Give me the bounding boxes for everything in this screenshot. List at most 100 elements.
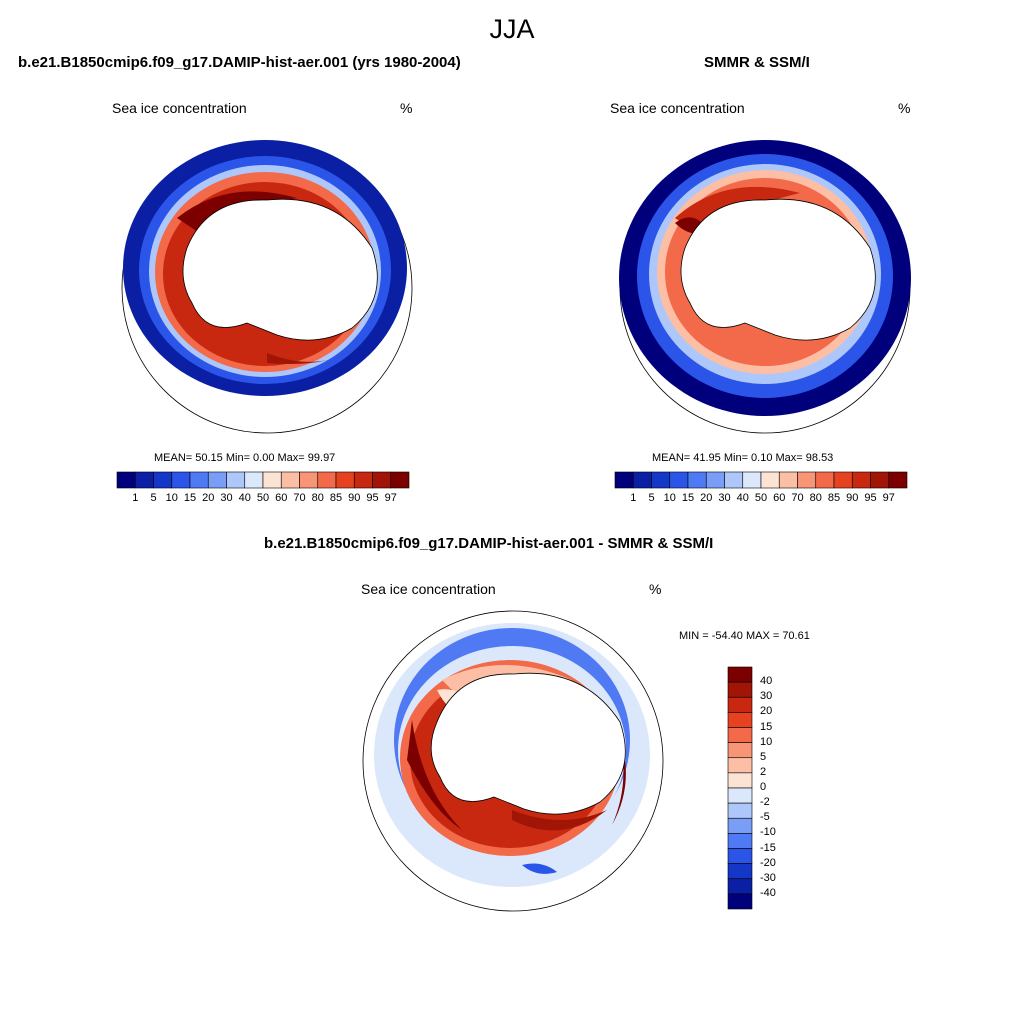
obs-colorbar	[614, 471, 908, 489]
diff-panel-title: b.e21.B1850cmip6.f09_g17.DAMIP-hist-aer.…	[264, 535, 714, 552]
colorbar-tick-label: -15	[760, 841, 776, 854]
diff-field-label: Sea ice concentration	[361, 581, 496, 597]
colorbar-swatch	[317, 471, 337, 489]
model-antarctica-land	[182, 198, 378, 341]
colorbar-swatch	[727, 666, 753, 683]
colorbar-tick-label: 70	[293, 492, 306, 504]
colorbar-tick-label: 60	[773, 492, 786, 504]
colorbar-tick-label: 5	[648, 492, 655, 504]
colorbar-tick-label: 0	[760, 781, 767, 793]
colorbar-swatch	[727, 833, 753, 849]
colorbar-tick-label: -30	[760, 871, 776, 884]
obs-field-label: Sea ice concentration	[610, 100, 745, 116]
colorbar-tick-label: 20	[700, 492, 713, 504]
colorbar-swatch	[727, 878, 753, 895]
figure-title: JJA	[489, 14, 535, 44]
colorbar-swatch	[727, 787, 753, 804]
obs-units-label: %	[898, 100, 911, 116]
diff-antarctica-land	[430, 672, 626, 815]
colorbar-tick-label: 90	[348, 492, 361, 504]
obs-stats: MEAN= 41.95 Min= 0.10 Max= 98.53	[652, 452, 834, 464]
model-units-label: %	[400, 100, 413, 116]
colorbar-tick-label: 85	[329, 492, 343, 504]
colorbar-swatch	[727, 696, 753, 713]
colorbar-tick-label: -40	[760, 886, 776, 899]
colorbar-swatch	[153, 471, 173, 489]
model-stats: MEAN= 50.15 Min= 0.00 Max= 99.97	[154, 452, 336, 464]
colorbar-tick-label: 90	[846, 492, 859, 504]
colorbar-tick-label: 20	[760, 705, 773, 718]
obs-panel-title: SMMR & SSM/I	[704, 54, 810, 71]
colorbar-tick-label: 10	[165, 492, 178, 504]
colorbar-tick-label: 50	[754, 492, 768, 504]
colorbar-swatch	[727, 772, 753, 789]
colorbar-swatch	[727, 802, 753, 819]
colorbar-swatch	[797, 471, 817, 489]
colorbar-swatch	[280, 471, 300, 489]
colorbar-swatch	[727, 848, 753, 864]
colorbar-swatch	[207, 471, 227, 489]
colorbar-tick-label: 5	[150, 492, 157, 504]
obs-polar-map	[619, 140, 911, 434]
colorbar-tick-label: 85	[827, 492, 841, 504]
colorbar-swatch	[651, 471, 671, 489]
colorbar-swatch	[742, 471, 762, 489]
colorbar-tick-label: 80	[809, 492, 822, 504]
colorbar-swatch	[727, 863, 753, 880]
colorbar-swatch	[632, 471, 652, 489]
colorbar-tick-label: 15	[681, 492, 695, 504]
colorbar-tick-label: 97	[384, 492, 397, 504]
colorbar-swatch	[727, 757, 753, 774]
colorbar-swatch	[778, 471, 798, 489]
colorbar-tick-label: 10	[760, 735, 773, 748]
colorbar-swatch	[727, 817, 753, 834]
colorbar-swatch	[244, 471, 264, 489]
colorbar-swatch	[833, 471, 853, 489]
colorbar-swatch	[116, 471, 136, 489]
colorbar-swatch	[724, 471, 744, 489]
colorbar-tick-label: 97	[882, 492, 895, 504]
colorbar-tick-label: -10	[760, 826, 776, 839]
colorbar-swatch	[888, 471, 908, 489]
model-colorbar	[116, 471, 410, 489]
model-panel-title: b.e21.B1850cmip6.f09_g17.DAMIP-hist-aer.…	[18, 54, 461, 71]
colorbar-swatch	[705, 471, 725, 489]
colorbar-tick-label: -2	[760, 796, 770, 809]
colorbar-tick-label: 15	[183, 492, 197, 504]
colorbar-tick-label: -20	[760, 856, 776, 869]
colorbar-swatch	[299, 471, 319, 489]
colorbar-tick-label: 1	[132, 492, 139, 504]
colorbar-tick-label: 70	[791, 492, 804, 504]
colorbar-tick-label: -5	[760, 811, 770, 824]
colorbar-tick-label: 60	[275, 492, 288, 504]
colorbar-tick-label: 40	[736, 492, 749, 504]
colorbar-tick-label: 80	[311, 492, 324, 504]
colorbar-tick-label: 40	[760, 675, 773, 688]
colorbar-swatch	[226, 471, 246, 489]
colorbar-swatch	[760, 471, 780, 489]
colorbar-tick-label: 50	[256, 492, 270, 504]
diff-units-label: %	[649, 581, 662, 597]
model-polar-map	[121, 140, 413, 434]
colorbar-swatch	[372, 471, 392, 489]
colorbar-swatch	[614, 471, 634, 489]
diff-polar-map	[362, 610, 664, 912]
colorbar-swatch	[687, 471, 707, 489]
colorbar-tick-label: 30	[220, 492, 233, 504]
colorbar-tick-label: 1	[630, 492, 637, 504]
colorbar-tick-label: 30	[760, 690, 773, 703]
colorbar-swatch	[134, 471, 154, 489]
colorbar-tick-label: 95	[864, 492, 877, 504]
colorbar-swatch	[189, 471, 209, 489]
model-field-label: Sea ice concentration	[112, 100, 247, 116]
colorbar-swatch	[171, 471, 191, 489]
colorbar-swatch	[851, 471, 871, 489]
colorbar-swatch	[390, 471, 410, 489]
colorbar-swatch	[727, 712, 753, 728]
colorbar-tick-label: 2	[760, 765, 767, 778]
colorbar-tick-label: 5	[760, 750, 767, 763]
colorbar-swatch	[727, 742, 753, 759]
obs-antarctica-land	[680, 198, 876, 341]
colorbar-tick-label: 15	[760, 720, 773, 733]
colorbar-swatch	[262, 471, 282, 489]
